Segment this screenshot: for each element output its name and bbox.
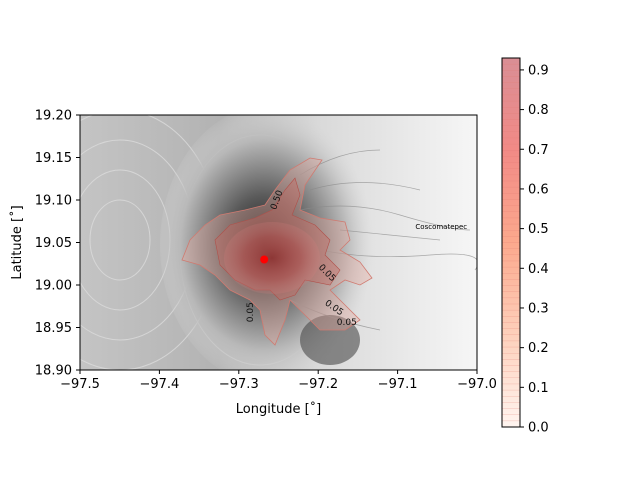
colorbar-tick-label: 0.5 [528, 222, 549, 237]
y-tick-label: 19.20 [35, 109, 72, 124]
colorbar-tick-label: 0.1 [528, 381, 549, 396]
colorbar: 0.0 0.1 0.2 0.3 0.4 0.5 0.6 0.7 0.8 0.9 [501, 57, 549, 436]
colorbar-tick-label: 0.6 [528, 182, 549, 197]
y-tick-label: 19.00 [35, 279, 72, 294]
colorbar-tick-label: 0.8 [528, 103, 549, 118]
colorbar-tick-label: 0.4 [528, 262, 549, 277]
contour-label: 0.05 [246, 302, 256, 322]
y-axis-ticks: 18.90 18.95 19.00 19.05 19.10 19.15 19.20 [35, 109, 80, 379]
colorbar-tick-label: 0.0 [528, 421, 549, 436]
flow-overlay [181, 157, 373, 346]
colorbar-frame [501, 57, 521, 428]
y-axis-label: Latitude [˚] [9, 205, 25, 279]
colorbar-tick-label: 0.9 [528, 63, 549, 78]
x-tick-label: −97.2 [298, 377, 338, 392]
map-area: 0.500.050.050.050.05 Coscomatepec [80, 115, 477, 370]
x-axis-label: Longitude [˚] [236, 401, 321, 417]
y-tick-label: 19.10 [35, 194, 72, 209]
colorbar-stripes [502, 63, 520, 422]
colorbar-tick-label: 0.7 [528, 143, 549, 158]
core-flow-area [224, 222, 320, 294]
ridge-shadow [300, 315, 360, 365]
x-tick-label: −97.5 [60, 377, 100, 392]
colorbar-tick-label: 0.3 [528, 301, 549, 316]
vent-marker [260, 255, 269, 264]
x-tick-label: −97.4 [139, 377, 179, 392]
colorbar-ticks: 0.0 0.1 0.2 0.3 0.4 0.5 0.6 0.7 0.8 0.9 [520, 63, 549, 436]
town-label: Coscomatepec [415, 223, 467, 231]
x-tick-label: −97.1 [378, 377, 418, 392]
y-tick-label: 19.05 [35, 236, 72, 251]
contour-label: 0.05 [337, 318, 357, 328]
x-tick-label: −97.0 [457, 377, 497, 392]
y-tick-label: 18.95 [35, 321, 72, 336]
x-tick-label: −97.3 [219, 377, 259, 392]
x-axis-ticks: −97.5 −97.4 −97.3 −97.2 −97.1 −97.0 [60, 370, 497, 392]
y-tick-label: 18.90 [35, 364, 72, 379]
colorbar-tick-label: 0.2 [528, 341, 549, 356]
y-tick-label: 19.15 [35, 151, 72, 166]
